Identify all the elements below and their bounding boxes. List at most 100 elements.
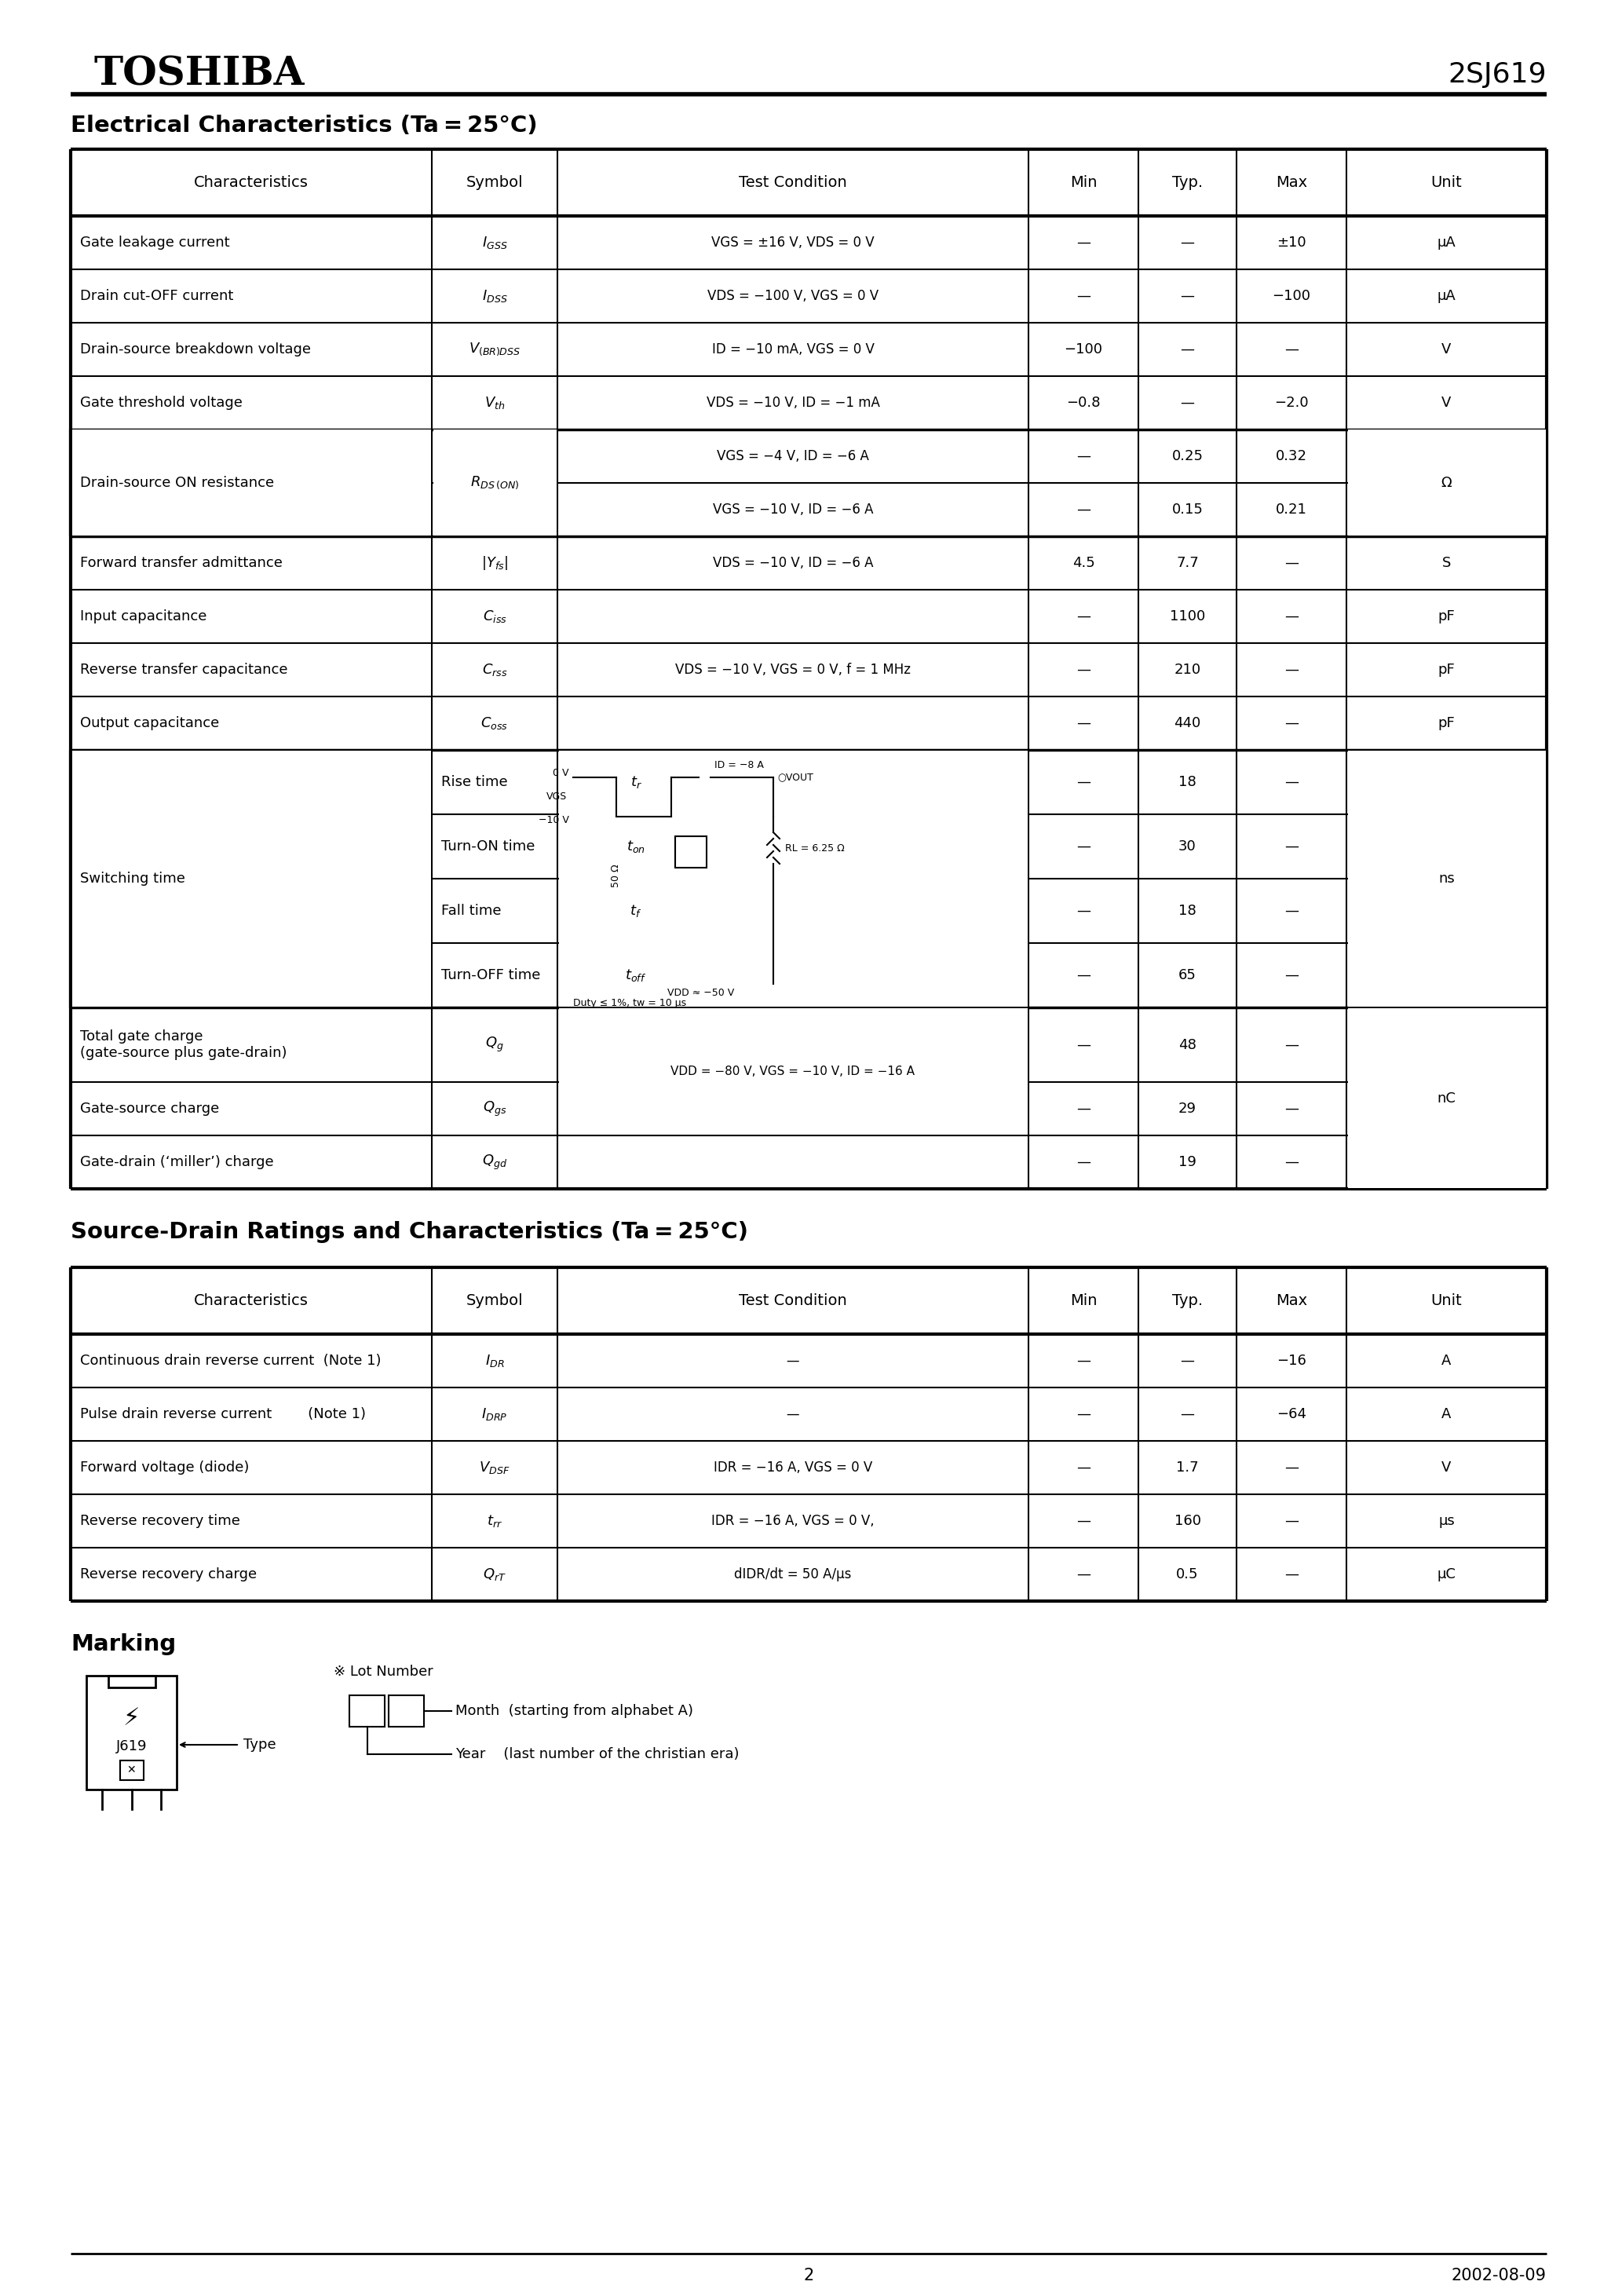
Text: 2002-08-09: 2002-08-09: [1452, 2268, 1547, 2285]
Text: 0.21: 0.21: [1277, 503, 1307, 517]
Text: —: —: [1077, 1102, 1090, 1116]
Text: ±10: ±10: [1277, 236, 1306, 250]
Text: Gate leakage current: Gate leakage current: [79, 236, 230, 250]
Text: $t_f$: $t_f$: [629, 902, 642, 918]
Text: Symbol: Symbol: [466, 174, 524, 191]
Text: μA: μA: [1437, 236, 1457, 250]
Text: μs: μs: [1439, 1513, 1455, 1529]
Text: 48: 48: [1179, 1038, 1197, 1052]
Text: Month  (starting from alphabet A): Month (starting from alphabet A): [456, 1704, 693, 1717]
Bar: [1348, 1008, 1546, 1187]
Text: Switching time: Switching time: [79, 872, 185, 886]
Text: —: —: [1285, 840, 1299, 854]
Bar: [558, 1008, 1027, 1134]
Text: Min: Min: [1071, 1293, 1096, 1309]
Bar: [71, 429, 430, 535]
Text: ※ Lot Number: ※ Lot Number: [334, 1665, 433, 1678]
Text: —: —: [1077, 776, 1090, 790]
Text: ✕: ✕: [127, 1763, 136, 1775]
Text: —: —: [787, 1407, 800, 1421]
Text: Max: Max: [1277, 1293, 1307, 1309]
Text: Total gate charge
(gate-source plus gate-drain): Total gate charge (gate-source plus gate…: [79, 1029, 287, 1061]
Text: Drain-source ON resistance: Drain-source ON resistance: [79, 475, 274, 489]
Text: —: —: [1285, 776, 1299, 790]
Text: VGS: VGS: [547, 792, 566, 801]
Text: −100: −100: [1272, 289, 1311, 303]
Text: —: —: [1077, 905, 1090, 918]
Text: ID = −8 A: ID = −8 A: [714, 760, 764, 771]
Text: Characteristics: Characteristics: [195, 174, 308, 191]
Text: IDR = −16 A, VGS = 0 V: IDR = −16 A, VGS = 0 V: [714, 1460, 873, 1474]
Text: Unit: Unit: [1431, 174, 1461, 191]
Text: −0.8: −0.8: [1066, 395, 1100, 411]
Text: 0.32: 0.32: [1277, 450, 1307, 464]
Text: $t_{rr}$: $t_{rr}$: [487, 1513, 503, 1529]
Text: $Q_{rT}$: $Q_{rT}$: [483, 1566, 506, 1582]
Text: Marking: Marking: [71, 1632, 177, 1655]
Text: $R_{DS\,(ON)}$: $R_{DS\,(ON)}$: [470, 475, 519, 491]
Text: $C_{oss}$: $C_{oss}$: [480, 716, 508, 730]
Text: —: —: [1181, 395, 1194, 411]
Text: ⚡: ⚡: [123, 1708, 139, 1731]
Text: $t_r$: $t_r$: [629, 774, 642, 790]
Text: Year    (last number of the christian era): Year (last number of the christian era): [456, 1747, 740, 1761]
Text: VDS = −10 V, ID = −6 A: VDS = −10 V, ID = −6 A: [712, 556, 873, 569]
Text: —: —: [1077, 1513, 1090, 1529]
Text: Electrical Characteristics (Ta = 25°C): Electrical Characteristics (Ta = 25°C): [71, 115, 537, 138]
Text: 0.25: 0.25: [1171, 450, 1204, 464]
Text: —: —: [1077, 969, 1090, 983]
Text: 18: 18: [1179, 776, 1197, 790]
Text: Symbol: Symbol: [466, 1293, 524, 1309]
Text: —: —: [1077, 1460, 1090, 1474]
Text: Forward voltage (diode): Forward voltage (diode): [79, 1460, 250, 1474]
Text: $I_{DSS}$: $I_{DSS}$: [482, 289, 508, 303]
Bar: [675, 836, 707, 868]
Text: Characteristics: Characteristics: [195, 1293, 308, 1309]
Text: Input capacitance: Input capacitance: [79, 608, 206, 625]
Text: Ω: Ω: [1442, 475, 1452, 489]
Text: $Q_{gs}$: $Q_{gs}$: [483, 1100, 506, 1118]
Text: —: —: [1181, 289, 1194, 303]
Text: —: —: [1285, 905, 1299, 918]
Text: nC: nC: [1437, 1091, 1457, 1104]
Text: 30: 30: [1179, 840, 1197, 854]
Text: Output capacitance: Output capacitance: [79, 716, 219, 730]
Text: 2SJ619: 2SJ619: [1448, 62, 1547, 87]
Text: $Q_g$: $Q_g$: [485, 1035, 504, 1054]
Text: μA: μA: [1437, 289, 1457, 303]
Text: Typ.: Typ.: [1173, 174, 1204, 191]
Text: 1100: 1100: [1169, 608, 1205, 625]
Text: Type: Type: [243, 1738, 276, 1752]
Text: —: —: [1285, 1038, 1299, 1052]
Text: 1.7: 1.7: [1176, 1460, 1199, 1474]
Bar: [389, 1694, 423, 1727]
Text: 440: 440: [1174, 716, 1200, 730]
Text: 210: 210: [1174, 664, 1200, 677]
Text: $t_{off}$: $t_{off}$: [624, 967, 647, 983]
Text: Source-Drain Ratings and Characteristics (Ta = 25°C): Source-Drain Ratings and Characteristics…: [71, 1221, 748, 1242]
Text: RL = 6.25 Ω: RL = 6.25 Ω: [785, 843, 845, 854]
Bar: [433, 429, 556, 535]
Text: S: S: [1442, 556, 1452, 569]
Text: 2: 2: [803, 2268, 814, 2285]
Text: —: —: [1285, 969, 1299, 983]
Text: $V_{th}$: $V_{th}$: [485, 395, 504, 411]
Text: $C_{rss}$: $C_{rss}$: [482, 661, 508, 677]
Text: —: —: [1285, 1460, 1299, 1474]
Text: V: V: [1442, 1460, 1452, 1474]
Text: V: V: [1442, 342, 1452, 356]
Text: Gate threshold voltage: Gate threshold voltage: [79, 395, 243, 411]
Text: —: —: [1077, 1355, 1090, 1368]
Text: —: —: [1181, 1407, 1194, 1421]
Text: −10 V: −10 V: [539, 815, 569, 827]
Text: VDD = −80 V, VGS = −10 V, ID = −16 A: VDD = −80 V, VGS = −10 V, ID = −16 A: [672, 1065, 915, 1077]
Text: 7.7: 7.7: [1176, 556, 1199, 569]
Text: $I_{DR}$: $I_{DR}$: [485, 1352, 504, 1368]
Bar: [1348, 429, 1546, 535]
Text: —: —: [1077, 289, 1090, 303]
Text: 50 Ω: 50 Ω: [611, 863, 621, 886]
Text: Test Condition: Test Condition: [740, 1293, 847, 1309]
Text: ○VOUT: ○VOUT: [777, 771, 813, 783]
Bar: [109, 1676, 156, 1688]
Text: 0.15: 0.15: [1171, 503, 1204, 517]
